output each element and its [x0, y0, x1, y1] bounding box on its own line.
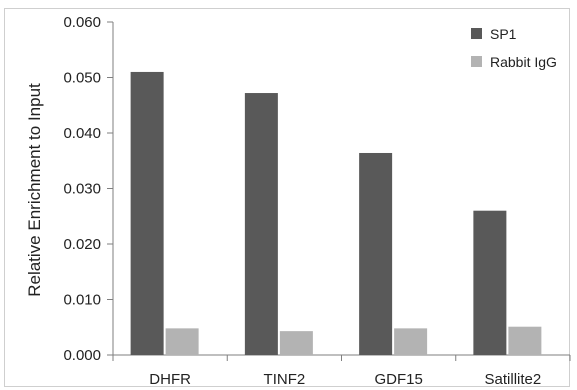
bar-rabbit-igg-satillite2 [508, 326, 542, 355]
y-tick-label: 0.000 [63, 347, 101, 364]
legend-swatch [471, 28, 482, 39]
y-tick-label: 0.020 [63, 236, 101, 253]
bar-rabbit-igg-dhfr [165, 328, 199, 355]
y-axis-title: Relative Enrichment to Input [25, 83, 44, 297]
bar-sp1-tinf2 [244, 93, 278, 355]
y-tick-label: 0.050 [63, 70, 101, 87]
chart-frame [4, 8, 570, 387]
legend-label: Rabbit IgG [490, 54, 557, 70]
bar-sp1-satillite2 [473, 210, 507, 355]
legend-swatch [471, 56, 482, 67]
bar-rabbit-igg-gdf15 [394, 328, 428, 355]
x-tick-label: Satillite2 [485, 371, 542, 388]
x-tick-label: TINF2 [264, 371, 306, 388]
y-tick-label: 0.040 [63, 125, 101, 142]
y-tick-label: 0.060 [63, 14, 101, 31]
bar-sp1-dhfr [130, 71, 164, 355]
legend: SP1 Rabbit IgG [471, 26, 557, 70]
legend-label: SP1 [490, 26, 517, 42]
bar-rabbit-igg-tinf2 [279, 331, 313, 355]
y-tick-label: 0.010 [63, 292, 101, 309]
y-tick-label: 0.030 [63, 181, 101, 198]
x-tick-label: DHFR [149, 371, 191, 388]
bar-sp1-gdf15 [359, 152, 393, 355]
x-tick-label: GDF15 [374, 371, 422, 388]
